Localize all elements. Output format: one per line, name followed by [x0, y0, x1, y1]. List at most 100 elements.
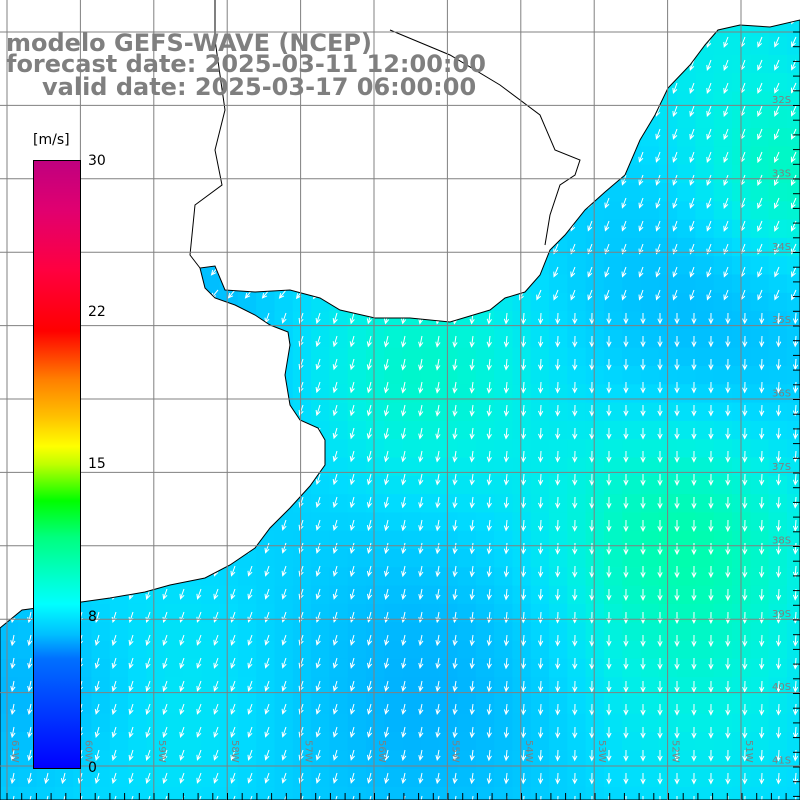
wind-arrow: [691, 588, 697, 602]
wind-cell: [512, 347, 532, 367]
wind-cell: [695, 219, 715, 239]
wind-arrow: [383, 427, 390, 440]
wind-arrow: [657, 474, 663, 486]
wind-arrow: [674, 635, 680, 647]
wind-cell: [402, 768, 422, 788]
wind-cell: [402, 439, 422, 459]
wind-arrow: [418, 358, 424, 371]
wind-arrow: [691, 335, 697, 348]
wind-arrow: [264, 565, 270, 577]
wind-arrow: [791, 289, 797, 301]
wind-cell: [786, 439, 800, 459]
wind-cell: [512, 768, 532, 788]
wind-cell: [201, 768, 221, 788]
wind-arrow: [572, 588, 578, 601]
wind-cell: [658, 457, 678, 477]
wind-cell: [0, 713, 19, 733]
wind-cell: [457, 585, 477, 605]
wind-cell: [219, 567, 239, 587]
wind-arrow: [774, 128, 780, 140]
wind-arrow: [570, 59, 576, 71]
wind-cell: [603, 549, 623, 568]
wind-cell: [567, 20, 587, 38]
wind-cell: [237, 677, 257, 696]
wind-arrow: [689, 59, 695, 71]
wind-cell: [585, 713, 605, 733]
wind-cell: [402, 402, 422, 422]
wind-arrow: [10, 749, 16, 762]
wind-arrow: [484, 289, 491, 301]
wind-arrow: [790, 128, 797, 140]
wind-arrow: [435, 404, 441, 417]
wind-cell: [640, 201, 660, 221]
wind-arrow: [708, 588, 714, 602]
wind-arrow: [655, 128, 661, 140]
wind-cell: [567, 439, 587, 459]
wind-cell: [347, 256, 367, 276]
wind-arrow: [657, 313, 663, 325]
wind-arrow: [418, 473, 424, 486]
wind-arrow: [689, 20, 695, 25]
wind-cell: [494, 0, 513, 19]
wind-cell: [512, 146, 532, 166]
wind-arrow: [142, 220, 151, 230]
wind-cell: [420, 530, 440, 550]
wind-cell: [292, 585, 312, 605]
wind-arrow: [606, 680, 612, 693]
wind-cell: [475, 366, 495, 385]
wind-arrow: [264, 703, 270, 715]
wind-cell: [549, 512, 568, 532]
wind-cell: [640, 439, 660, 459]
wind-arrow: [555, 726, 561, 739]
wind-arrow: [725, 312, 731, 325]
wind-cell: [164, 622, 184, 642]
wind-cell: [347, 567, 367, 587]
wind-cell: [549, 256, 568, 276]
wind-cell: [384, 713, 404, 733]
wind-arrow: [264, 634, 270, 646]
wind-arrow: [776, 542, 782, 555]
wind-cell: [512, 274, 532, 294]
wind-arrow: [162, 450, 168, 462]
wind-cell: [18, 658, 38, 678]
wind-cell: [274, 128, 294, 147]
wind-cell: [475, 457, 495, 477]
wind-arrow: [589, 565, 595, 578]
wind-arrow: [364, 151, 372, 162]
wind-cell: [329, 475, 349, 495]
wind-arrow: [58, 105, 66, 116]
wind-arrow: [589, 473, 595, 486]
wind-cell: [201, 329, 221, 349]
wind-cell: [640, 750, 660, 770]
wind-cell: [311, 695, 330, 715]
wind-arrow: [176, 197, 185, 207]
wind-cell: [402, 274, 422, 294]
wind-arrow: [8, 266, 15, 277]
wind-arrow: [723, 289, 729, 301]
wind-arrow: [367, 680, 373, 692]
wind-arrow: [638, 174, 644, 186]
wind-cell: [311, 128, 330, 147]
wind-cell: [750, 20, 770, 38]
wind-cell: [677, 36, 696, 56]
wind-cell: [457, 201, 477, 221]
wind-cell: [585, 146, 605, 166]
wind-cell: [91, 329, 111, 349]
wind-cell: [457, 768, 477, 788]
wind-arrow: [367, 795, 373, 800]
wind-cell: [311, 329, 330, 349]
wind-cell: [146, 146, 166, 166]
wind-cell: [237, 164, 257, 184]
wind-cell: [567, 512, 587, 532]
wind-cell: [457, 292, 477, 312]
wind-cell: [750, 658, 770, 678]
wind-cell: [237, 256, 257, 276]
wind-arrow: [94, 519, 100, 532]
wind-cell: [603, 292, 623, 312]
wind-cell: [0, 402, 19, 422]
wind-cell: [219, 640, 239, 660]
wind-arrow: [469, 358, 475, 371]
wind-arrow: [570, 197, 576, 209]
wind-cell: [530, 91, 550, 111]
wind-cell: [695, 402, 715, 422]
